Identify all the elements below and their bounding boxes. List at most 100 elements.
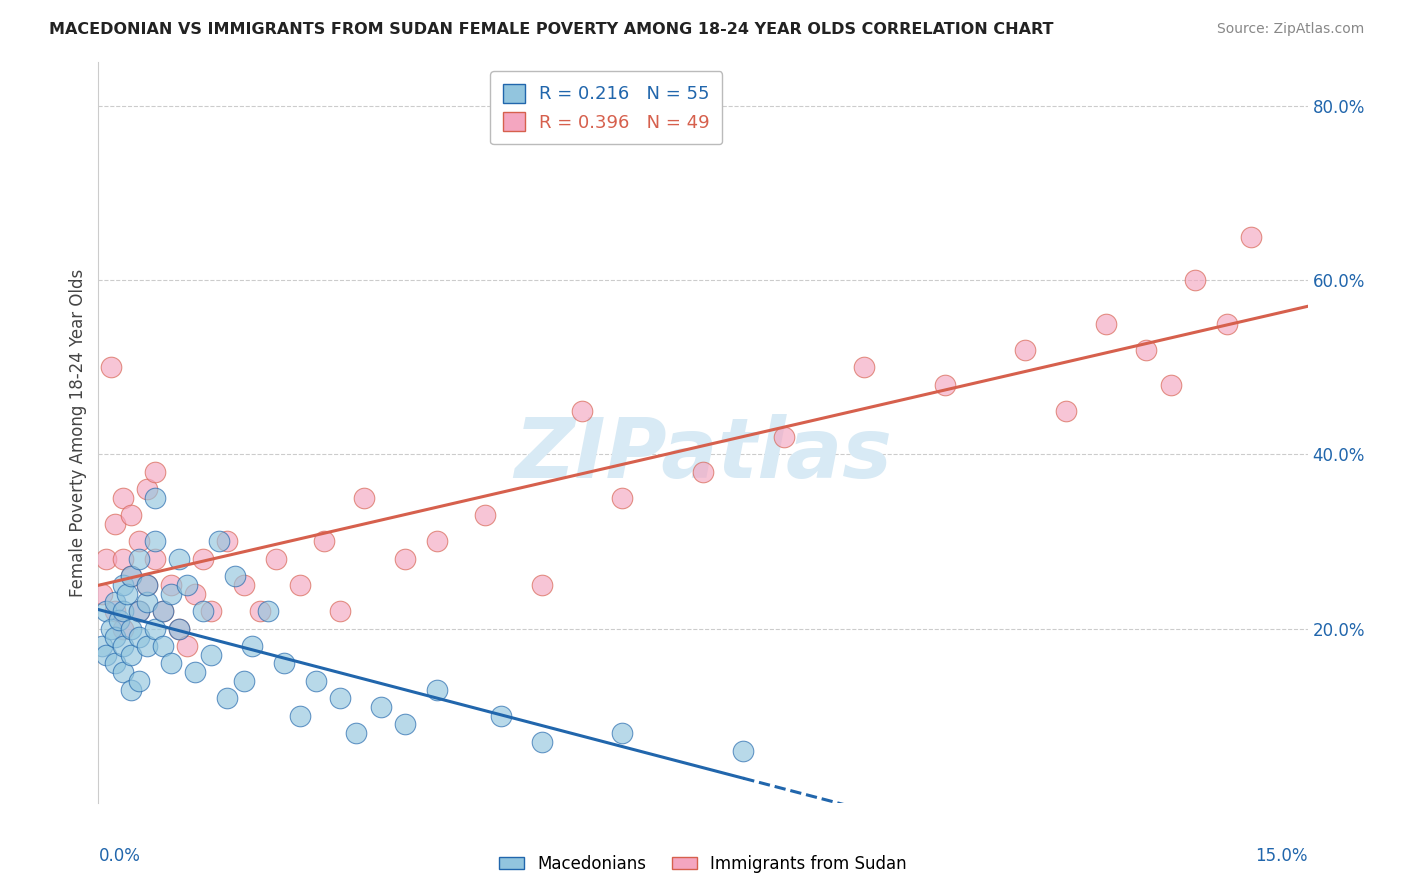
Point	[103, 657, 125, 671]
Point	[128, 534, 150, 549]
Point	[143, 465, 166, 479]
Point	[103, 595, 125, 609]
Point	[143, 534, 166, 549]
Point	[1095, 317, 1118, 331]
Point	[120, 648, 142, 662]
Point	[160, 578, 183, 592]
Point	[314, 534, 336, 549]
Point	[288, 708, 311, 723]
Point	[208, 534, 231, 549]
Point	[612, 491, 634, 505]
Point	[426, 682, 449, 697]
Point	[167, 622, 190, 636]
Point	[217, 534, 239, 549]
Point	[128, 604, 150, 618]
Point	[96, 552, 118, 566]
Point	[692, 465, 714, 479]
Point	[193, 552, 215, 566]
Point	[160, 657, 183, 671]
Y-axis label: Female Poverty Among 18-24 Year Olds: Female Poverty Among 18-24 Year Olds	[69, 268, 87, 597]
Point	[193, 604, 215, 618]
Point	[111, 665, 134, 680]
Point	[128, 673, 150, 688]
Point	[612, 726, 634, 740]
Point	[329, 604, 352, 618]
Text: Source: ZipAtlas.com: Source: ZipAtlas.com	[1216, 22, 1364, 37]
Point	[111, 639, 134, 653]
Point	[128, 630, 150, 644]
Point	[394, 717, 416, 731]
Point	[167, 552, 190, 566]
Point	[184, 587, 207, 601]
Text: MACEDONIAN VS IMMIGRANTS FROM SUDAN FEMALE POVERTY AMONG 18-24 YEAR OLDS CORRELA: MACEDONIAN VS IMMIGRANTS FROM SUDAN FEMA…	[49, 22, 1053, 37]
Point	[232, 578, 254, 592]
Point	[111, 604, 134, 618]
Point	[1014, 343, 1036, 357]
Text: 15.0%: 15.0%	[1256, 847, 1308, 865]
Point	[135, 482, 157, 496]
Point	[1184, 273, 1206, 287]
Point	[176, 639, 198, 653]
Point	[240, 639, 263, 653]
Point	[1054, 404, 1077, 418]
Point	[103, 517, 125, 532]
Point	[100, 622, 122, 636]
Point	[111, 552, 134, 566]
Point	[224, 569, 246, 583]
Point	[305, 673, 328, 688]
Point	[91, 639, 114, 653]
Point	[135, 578, 157, 592]
Point	[176, 578, 198, 592]
Point	[103, 630, 125, 644]
Point	[111, 622, 134, 636]
Point	[143, 552, 166, 566]
Point	[135, 639, 157, 653]
Point	[733, 743, 755, 757]
Point	[128, 552, 150, 566]
Point	[853, 360, 876, 375]
Point	[111, 578, 134, 592]
Point	[135, 595, 157, 609]
Point	[344, 726, 367, 740]
Point	[394, 552, 416, 566]
Point	[107, 613, 129, 627]
Legend: R = 0.216   N = 55, R = 0.396   N = 49: R = 0.216 N = 55, R = 0.396 N = 49	[491, 71, 723, 145]
Point	[530, 578, 553, 592]
Point	[288, 578, 311, 592]
Point	[115, 587, 138, 601]
Point	[217, 691, 239, 706]
Point	[152, 604, 174, 618]
Point	[530, 735, 553, 749]
Point	[256, 604, 278, 618]
Legend: Macedonians, Immigrants from Sudan: Macedonians, Immigrants from Sudan	[492, 848, 914, 880]
Point	[426, 534, 449, 549]
Point	[120, 622, 142, 636]
Point	[120, 569, 142, 583]
Point	[273, 657, 295, 671]
Point	[91, 587, 114, 601]
Point	[200, 648, 222, 662]
Point	[232, 673, 254, 688]
Point	[1135, 343, 1157, 357]
Point	[120, 569, 142, 583]
Point	[1240, 229, 1263, 244]
Point	[474, 508, 496, 523]
Point	[152, 604, 174, 618]
Text: ZIPatlas: ZIPatlas	[515, 414, 891, 495]
Point	[152, 639, 174, 653]
Point	[167, 622, 190, 636]
Point	[111, 491, 134, 505]
Text: 0.0%: 0.0%	[98, 847, 141, 865]
Point	[491, 708, 513, 723]
Point	[120, 682, 142, 697]
Point	[96, 604, 118, 618]
Point	[100, 360, 122, 375]
Point	[1160, 377, 1182, 392]
Point	[160, 587, 183, 601]
Point	[96, 648, 118, 662]
Point	[143, 491, 166, 505]
Point	[135, 578, 157, 592]
Point	[353, 491, 375, 505]
Point	[184, 665, 207, 680]
Point	[329, 691, 352, 706]
